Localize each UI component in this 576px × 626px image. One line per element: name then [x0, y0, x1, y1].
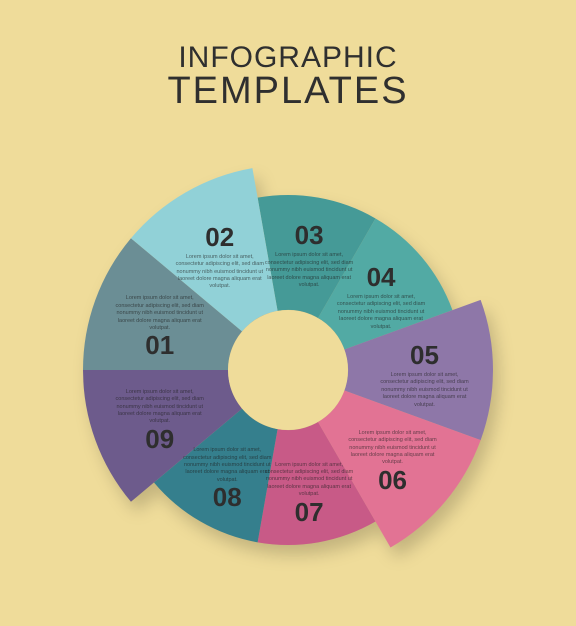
center-hole	[228, 310, 348, 430]
pie-svg	[68, 150, 508, 590]
radial-infographic: Lorem ipsum dolor sit amet, consectetur …	[68, 150, 508, 590]
page-title: INFOGRAPHIC TEMPLATES	[0, 44, 576, 109]
title-line-2: TEMPLATES	[0, 73, 576, 109]
title-line-1: INFOGRAPHIC	[0, 44, 576, 73]
